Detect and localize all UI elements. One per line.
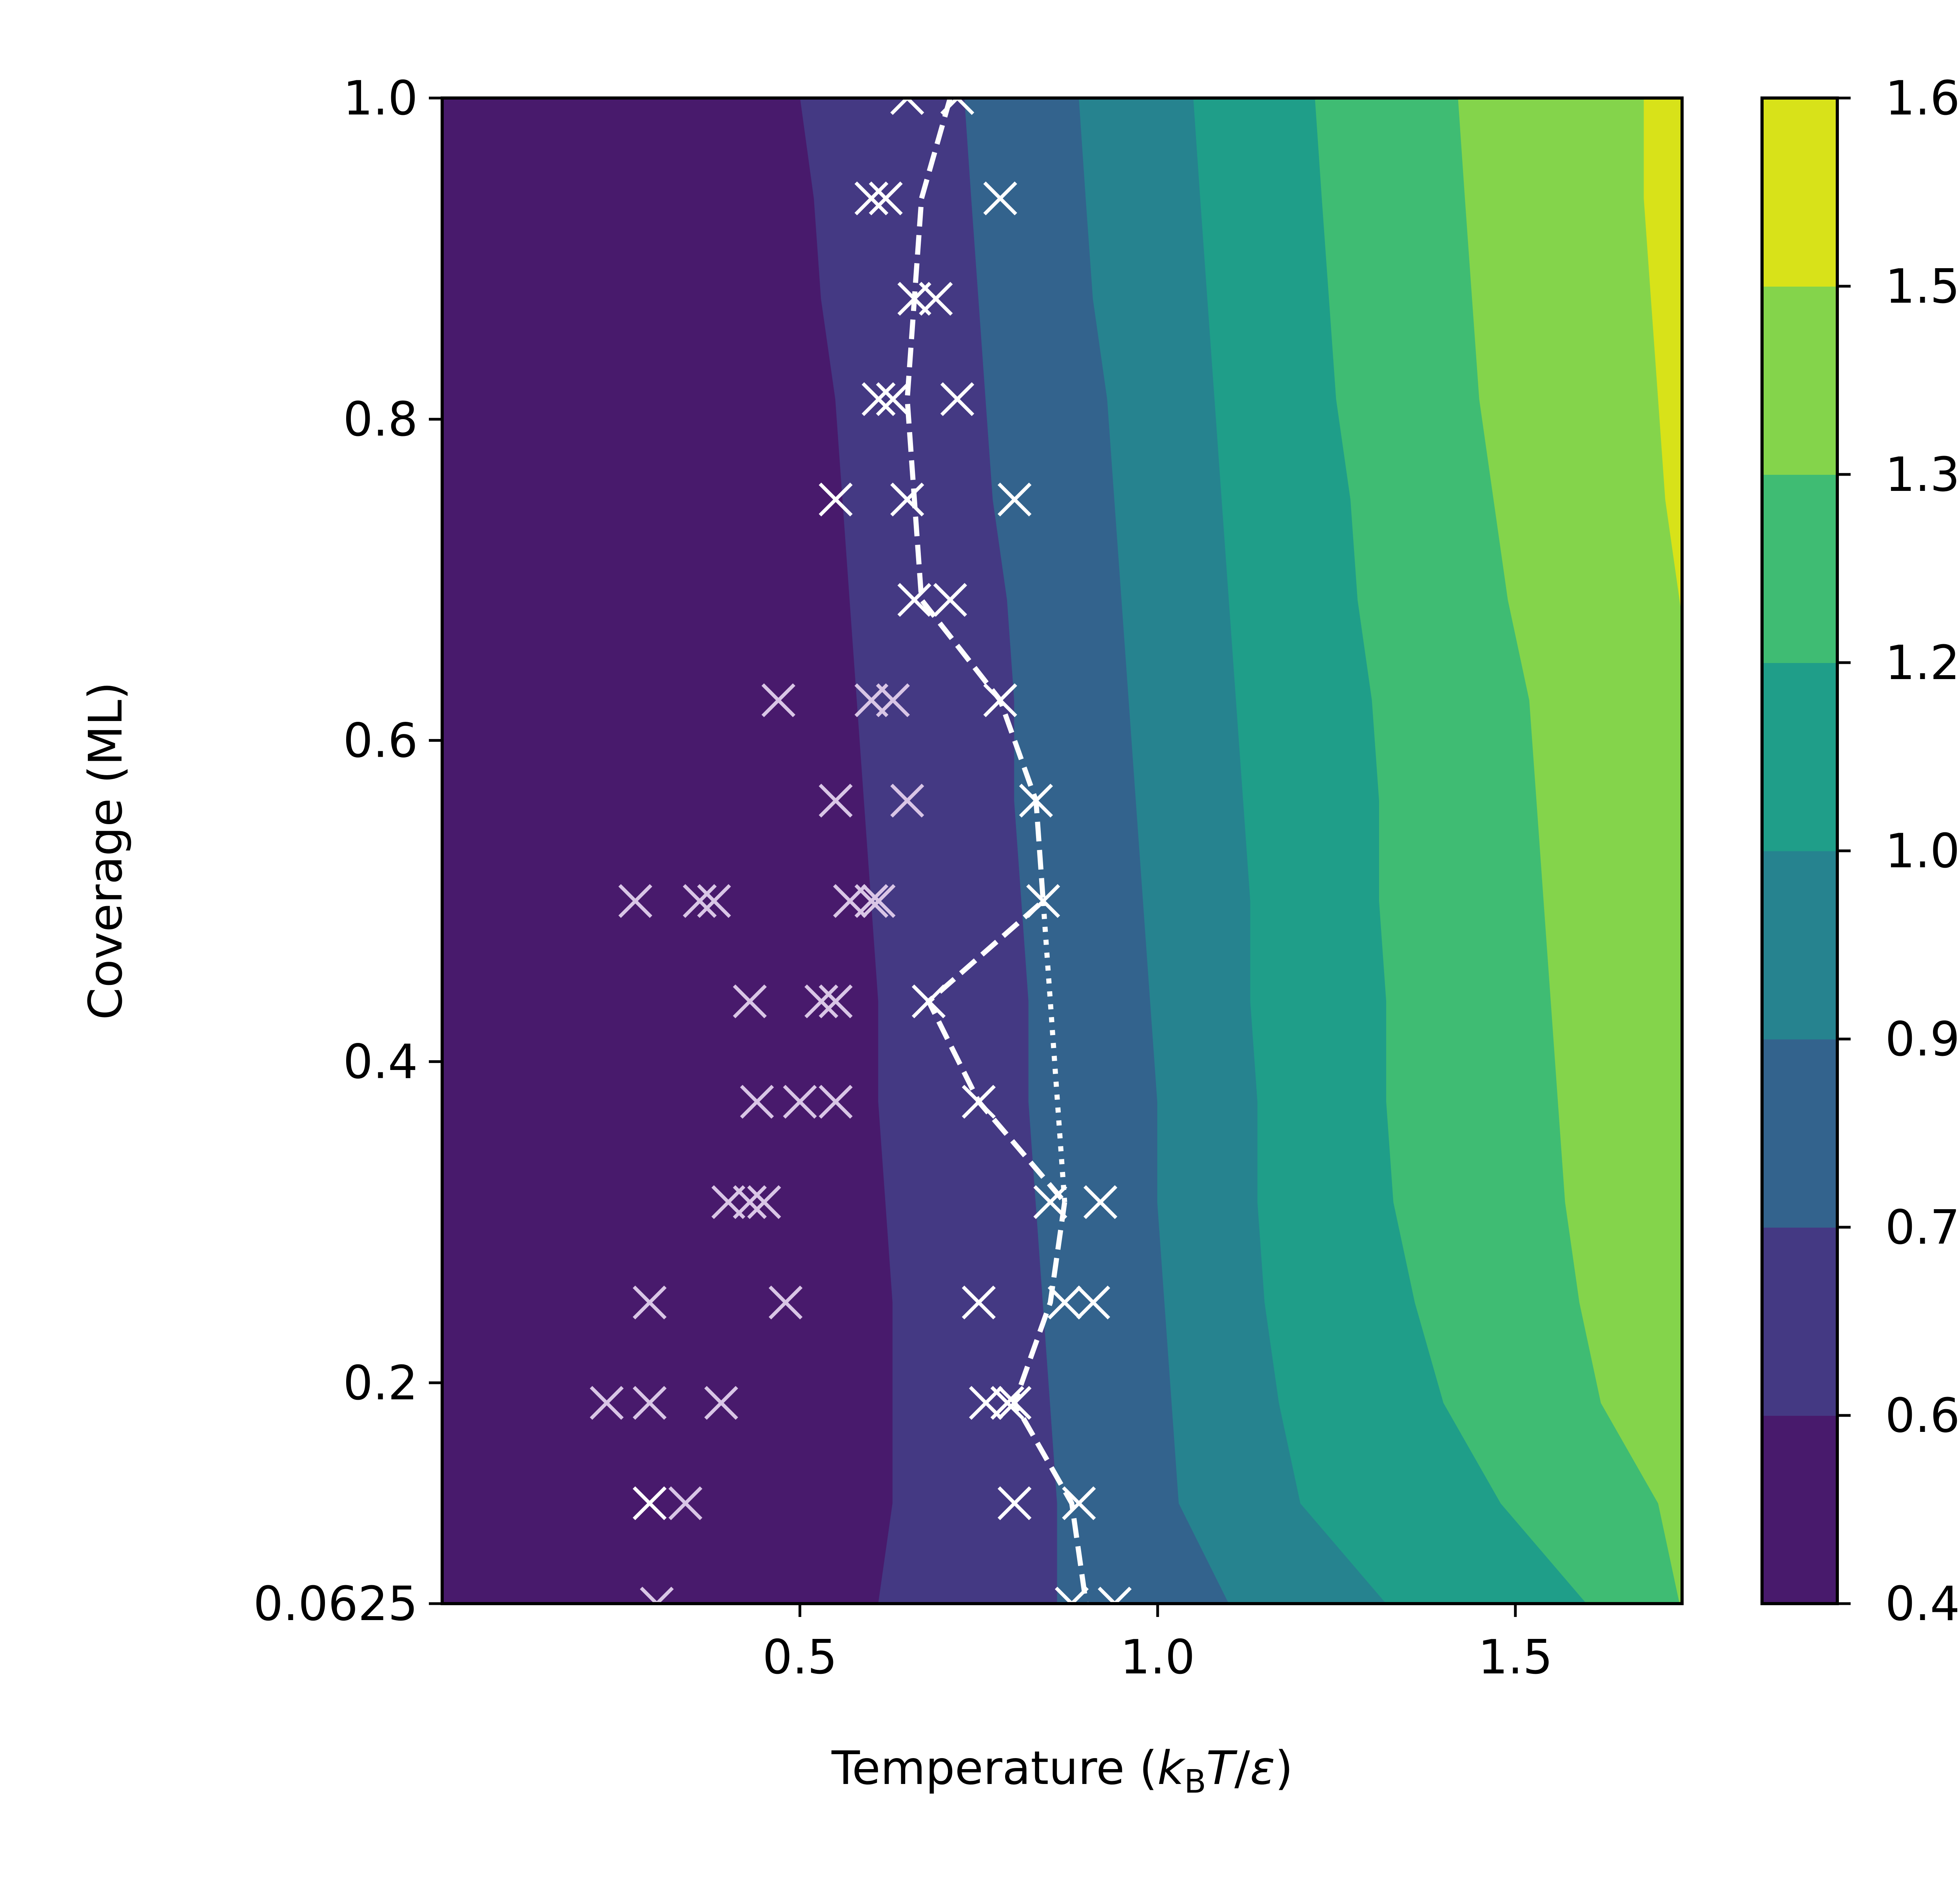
- white-marker: [1083, 1185, 1118, 1219]
- white-marker: [633, 1486, 667, 1520]
- faded-marker: [761, 683, 796, 718]
- faded-marker: [640, 1586, 674, 1604]
- colorbar-tick-label: 1.05: [1885, 824, 1960, 879]
- colorbar-band-6: [1762, 286, 1837, 475]
- colorbar-tick-label: 0.90: [1885, 1012, 1960, 1067]
- faded-marker: [633, 1386, 667, 1420]
- transition-dashed-lower: [1011, 1202, 1089, 1604]
- faded-marker: [862, 884, 896, 918]
- white-marker: [818, 482, 853, 517]
- white-marker: [919, 282, 953, 316]
- contour-band-7: [1644, 98, 1682, 618]
- y-axis-ticks: 0.0625 0.2 0.4 0.6 0.8 1.0: [253, 71, 442, 1631]
- white-marker: [890, 482, 924, 517]
- colorbar-band-3: [1762, 851, 1837, 1039]
- y-tick-label: 0.0625: [253, 1577, 418, 1631]
- white-marker: [897, 583, 931, 617]
- white-marker: [869, 181, 903, 216]
- faded-marker: [768, 1285, 803, 1320]
- y-tick-label: 0.2: [343, 1356, 418, 1411]
- faded-marker: [733, 1185, 767, 1219]
- y-axis-label: Coverage (ML): [78, 682, 132, 1020]
- y-tick-label: 0.4: [343, 1035, 418, 1090]
- colorbar-band-4: [1762, 663, 1837, 851]
- x-tick-label: 1.5: [1478, 1630, 1553, 1685]
- faded-marker: [818, 783, 853, 818]
- faded-marker: [747, 1185, 781, 1219]
- faded-marker: [818, 1085, 853, 1119]
- faded-marker: [697, 884, 731, 918]
- colorbar: [1762, 98, 1837, 1604]
- colorbar-band-1: [1762, 1227, 1837, 1416]
- faded-marker: [804, 984, 838, 1019]
- faded-marker: [740, 1085, 774, 1119]
- colorbar-tick-label: 0.75: [1885, 1201, 1960, 1255]
- faded-marker: [618, 884, 652, 918]
- white-marker: [983, 181, 1017, 216]
- faded-marker: [783, 1085, 817, 1119]
- x-axis-ticks: 0.5 1.0 1.5: [762, 1604, 1553, 1685]
- white-marker: [876, 382, 910, 416]
- faded-marker: [682, 884, 717, 918]
- colorbar-ticks: 0.45 0.60 0.75 0.90 1.05 1.20 1.35 1.50 1.65: [1837, 71, 1960, 1631]
- faded-marker: [890, 783, 924, 818]
- white-marker: [940, 382, 975, 416]
- white-marker: [890, 98, 924, 115]
- colorbar-tick-label: 1.65: [1885, 71, 1960, 126]
- white-marker: [1098, 1586, 1132, 1604]
- white-marker: [862, 382, 896, 416]
- faded-marker: [668, 1486, 702, 1520]
- faded-marker: [733, 984, 767, 1019]
- colorbar-tick-label: 1.20: [1885, 636, 1960, 690]
- white-marker: [1076, 1285, 1111, 1320]
- x-axis-label: Temperature (kBT/ε): [831, 1741, 1293, 1800]
- transition-dashed-upper: [904, 98, 1067, 1204]
- white-marker: [997, 1486, 1032, 1520]
- white-marker: [962, 1285, 996, 1320]
- colorbar-band-0: [1762, 1415, 1837, 1604]
- colorbar-band-7: [1762, 98, 1837, 287]
- x-tick-label: 1.0: [1120, 1630, 1195, 1685]
- colorbar-band-2: [1762, 1039, 1837, 1228]
- faded-marker: [704, 1386, 738, 1420]
- x-tick-label: 0.5: [762, 1630, 837, 1685]
- plot-frame: [441, 96, 1684, 1605]
- colorbar-tick-label: 1.35: [1885, 448, 1960, 502]
- faded-marker: [854, 884, 889, 918]
- contour-regions: [442, 98, 1682, 1604]
- colorbar-tick-label: 0.60: [1885, 1389, 1960, 1443]
- faded-marker: [876, 683, 910, 718]
- colorbar-tick-label: 1.50: [1885, 260, 1960, 314]
- faded-marker: [633, 1285, 667, 1320]
- white-marker: [854, 181, 889, 216]
- white-marker: [933, 583, 967, 617]
- y-tick-label: 1.0: [343, 71, 418, 126]
- colorbar-band-5: [1762, 474, 1837, 663]
- white-marker: [990, 1386, 1025, 1420]
- faded-marker: [818, 984, 853, 1019]
- white-marker: [997, 482, 1032, 517]
- colorbar-tick-label: 0.45: [1885, 1577, 1960, 1631]
- faded-marker: [590, 1386, 624, 1420]
- transition-line: [904, 98, 1089, 1604]
- y-tick-label: 0.8: [343, 392, 418, 447]
- y-tick-label: 0.6: [343, 714, 418, 768]
